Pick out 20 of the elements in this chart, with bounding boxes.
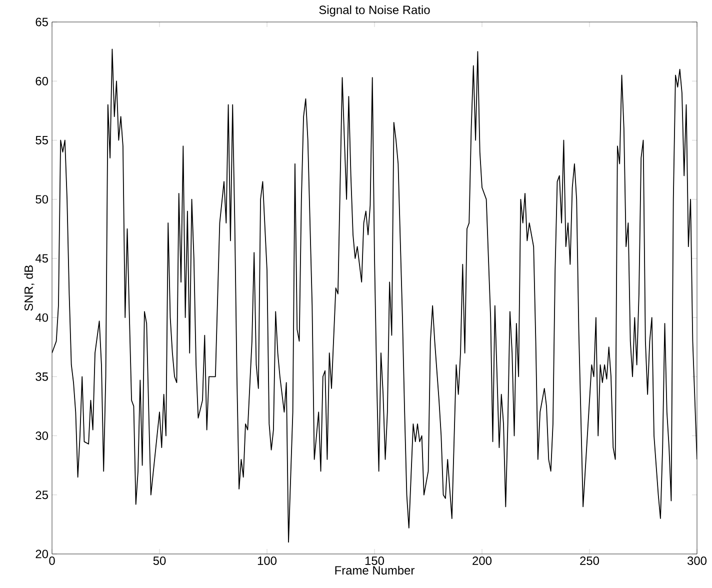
x-tick-label: 50 [153, 556, 166, 565]
y-tick-label: 40 [35, 313, 48, 322]
y-axis-title: SNR, dB [24, 265, 34, 311]
y-tick-label: 65 [36, 18, 48, 26]
y-tick-label: 35 [36, 372, 48, 381]
x-tick-label: 150 [365, 556, 384, 565]
y-tick-label: 50 [36, 195, 48, 204]
chart-title: Signal to Noise Ratio [319, 5, 430, 16]
x-axis-title: Frame Number [335, 566, 414, 575]
x-tick-label: 250 [580, 556, 600, 565]
y-tick-label: 20 [36, 550, 48, 558]
y-tick-label: 55 [36, 136, 48, 144]
x-tick-label: 300 [687, 556, 707, 565]
x-tick-label: 200 [472, 556, 492, 565]
x-tick-label: 100 [258, 556, 277, 565]
y-tick-label: 45 [35, 254, 48, 263]
y-tick-label: 60 [36, 76, 48, 86]
x-tick-label: 0 [49, 556, 55, 565]
y-tick-label: 30 [36, 432, 48, 440]
y-tick-label: 25 [36, 490, 48, 500]
